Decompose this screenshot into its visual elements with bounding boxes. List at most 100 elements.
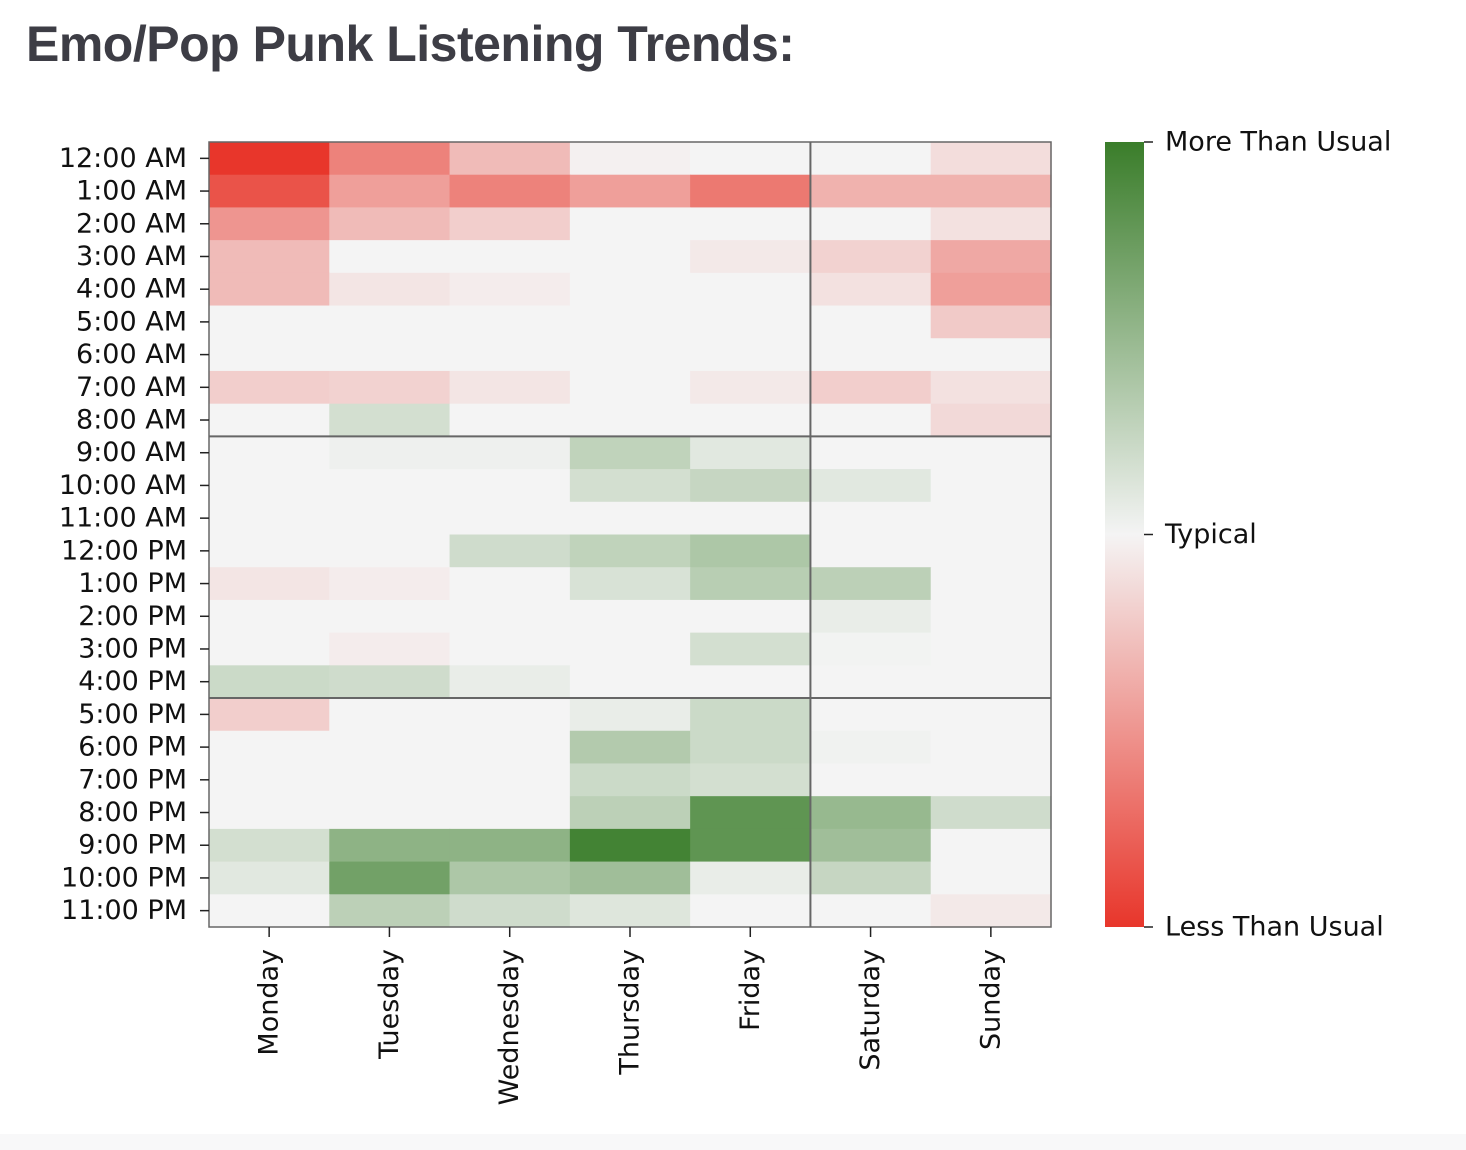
heatmap-cell: [810, 174, 932, 209]
y-tick-label: 3:00 PM: [78, 633, 187, 664]
heatmap-cell: [810, 469, 932, 503]
heatmap-cell: [329, 272, 451, 307]
heatmap-cell: [690, 338, 812, 372]
heatmap-cell: [329, 240, 451, 274]
y-tick-label: 1:00 PM: [78, 568, 187, 599]
heatmap-cell: [810, 534, 932, 568]
heatmap-cell: [930, 501, 1052, 536]
heatmap-cell: [690, 436, 812, 470]
heatmap-cell: [329, 142, 451, 176]
heatmap-cell: [449, 632, 571, 666]
heatmap-cell: [810, 632, 932, 666]
heatmap-cell: [810, 403, 932, 437]
y-tick-label: 10:00 PM: [61, 862, 187, 893]
y-tick-label: 9:00 AM: [76, 437, 187, 468]
heatmap-cell: [449, 305, 571, 339]
heatmap-cell: [209, 894, 330, 928]
heatmap-cell: [329, 207, 451, 241]
heatmap-cells: [209, 142, 1052, 928]
heatmap-cell: [690, 174, 812, 209]
heatmap-cell: [449, 436, 571, 470]
heatmap-cell: [690, 632, 812, 666]
heatmap-cell: [209, 370, 330, 405]
heatmap-cell: [329, 599, 451, 634]
heatmap-cell: [569, 207, 691, 241]
x-tick-label: Sunday: [975, 949, 1006, 1050]
x-tick-label: Wednesday: [494, 949, 525, 1105]
colorbar-gradient: [1105, 142, 1144, 927]
heatmap-cell: [329, 174, 451, 209]
heatmap-cell: [569, 894, 691, 928]
heatmap-cell: [449, 567, 571, 601]
heatmap-cell: [329, 436, 451, 470]
heatmap-cell: [449, 599, 571, 634]
heatmap-cell: [569, 665, 691, 699]
heatmap-cell: [930, 174, 1052, 209]
heatmap-cell: [690, 796, 812, 830]
y-tick-label: 12:00 PM: [61, 535, 187, 566]
heatmap-cell: [329, 567, 451, 601]
heatmap-cell: [690, 272, 812, 307]
heatmap-cell: [449, 796, 571, 830]
colorbar: More Than Usual Typical Less Than Usual: [1105, 127, 1391, 943]
heatmap-cell: [690, 599, 812, 634]
heatmap-cell: [810, 338, 932, 372]
heatmap-cell: [209, 240, 330, 274]
heatmap-cell: [930, 665, 1052, 699]
heatmap-cell: [569, 338, 691, 372]
heatmap-cell: [569, 796, 691, 830]
heatmap-cell: [449, 338, 571, 372]
heatmap-cell: [690, 861, 812, 895]
heatmap-cell: [690, 730, 812, 765]
heatmap-cell: [209, 469, 330, 503]
heatmap-cell: [930, 305, 1052, 339]
heatmap-cell: [810, 305, 932, 339]
heatmap-cell: [209, 305, 330, 339]
y-axis: 12:00 AM1:00 AM2:00 AM3:00 AM4:00 AM5:00…: [59, 143, 209, 926]
heatmap-cell: [810, 240, 932, 274]
heatmap-cell: [329, 501, 451, 536]
heatmap-cell: [930, 142, 1052, 176]
heatmap-cell: [810, 763, 932, 797]
y-tick-label: 2:00 PM: [78, 601, 187, 632]
heatmap-cell: [329, 370, 451, 405]
heatmap-cell: [930, 894, 1052, 928]
heatmap-cell: [449, 534, 571, 568]
heatmap-cell: [810, 599, 932, 634]
heatmap-cell: [569, 730, 691, 765]
heatmap-cell: [209, 174, 330, 209]
heatmap-cell: [569, 142, 691, 176]
heatmap-cell: [209, 567, 330, 601]
heatmap-cell: [449, 240, 571, 274]
heatmap-cell: [930, 534, 1052, 568]
heatmap-cell: [930, 828, 1052, 863]
heatmap-cell: [329, 534, 451, 568]
heatmap-cell: [810, 665, 932, 699]
heatmap-cell: [209, 796, 330, 830]
y-tick-label: 4:00 AM: [76, 274, 187, 305]
heatmap-cell: [209, 436, 330, 470]
y-tick-label: 5:00 PM: [78, 699, 187, 730]
footer-strip: [0, 1134, 1466, 1150]
heatmap-cell: [209, 207, 330, 241]
heatmap-cell: [449, 861, 571, 895]
heatmap-cell: [209, 632, 330, 666]
y-tick-label: 12:00 AM: [59, 143, 187, 174]
heatmap-cell: [569, 861, 691, 895]
heatmap-cell: [329, 894, 451, 928]
heatmap-cell: [449, 730, 571, 765]
heatmap-cell: [930, 861, 1052, 895]
heatmap-cell: [690, 763, 812, 797]
heatmap-cell: [569, 403, 691, 437]
heatmap-cell: [449, 370, 571, 405]
x-tick-label: Tuesday: [374, 949, 405, 1060]
heatmap-cell: [329, 305, 451, 339]
heatmap-cell: [810, 501, 932, 536]
heatmap-cell: [209, 142, 330, 176]
heatmap-cell: [569, 370, 691, 405]
heatmap-cell: [449, 501, 571, 536]
heatmap-cell: [810, 730, 932, 765]
heatmap-cell: [209, 599, 330, 634]
heatmap-cell: [690, 698, 812, 732]
